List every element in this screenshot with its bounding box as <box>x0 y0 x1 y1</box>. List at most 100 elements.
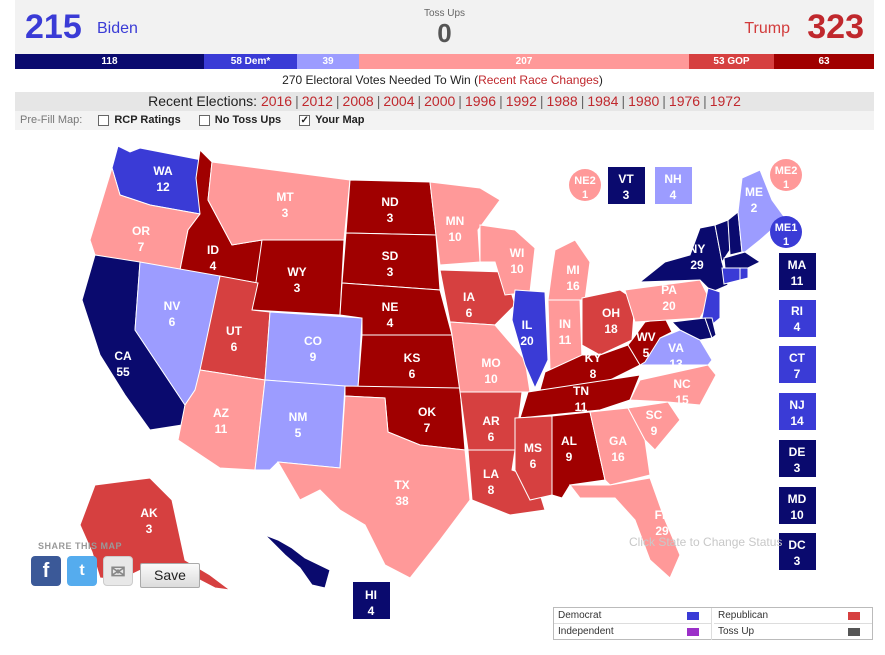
state-de-shape[interactable] <box>704 317 717 339</box>
ev-fl: 29 <box>655 524 669 538</box>
prefill-label: Pre-Fill Map: <box>20 114 83 126</box>
box-vt[interactable] <box>608 167 645 204</box>
state-nm[interactable] <box>254 379 346 471</box>
option-rcp-ratings[interactable]: RCP Ratings <box>98 111 181 130</box>
box-nj[interactable] <box>779 393 816 430</box>
state-nc[interactable] <box>629 364 717 406</box>
state-ma[interactable] <box>723 251 761 269</box>
election-2000[interactable]: 2000 <box>424 93 456 109</box>
toss-ups-count: 0 <box>437 18 452 48</box>
ev-nv: 6 <box>169 315 176 329</box>
state-ct[interactable] <box>721 267 741 285</box>
label-mo: MO <box>481 356 500 370</box>
votes-needed-text: 270 Electoral Votes Needed To Win ( <box>282 73 479 87</box>
toss-ups-label: Toss Ups <box>423 8 466 19</box>
ev-ne: 4 <box>387 316 394 330</box>
election-1988[interactable]: 1988 <box>546 93 578 109</box>
label-in: IN <box>559 317 571 331</box>
label-nd: ND <box>381 195 399 209</box>
election-1996[interactable]: 1996 <box>464 93 497 109</box>
rcp-ratings-label: RCP Ratings <box>114 114 181 126</box>
email-icon[interactable]: ✉ <box>103 556 133 586</box>
biden-name: Biden <box>97 20 138 37</box>
election-2004[interactable]: 2004 <box>383 93 415 109</box>
election-1980[interactable]: 1980 <box>628 93 660 109</box>
circle-ne2[interactable] <box>569 169 601 201</box>
election-1984[interactable]: 1984 <box>587 93 619 109</box>
ev-mo: 10 <box>484 372 498 386</box>
box-ma[interactable] <box>779 253 816 290</box>
state-ms[interactable] <box>514 415 553 501</box>
save-button[interactable]: Save <box>140 563 200 588</box>
state-fl[interactable] <box>568 477 681 579</box>
state-hi[interactable] <box>264 534 331 589</box>
legend-republican-label: Republican <box>718 610 769 621</box>
option-your-map[interactable]: ✓ Your Map <box>299 111 364 130</box>
election-2012[interactable]: 2012 <box>301 93 333 109</box>
no-toss-ups-label: No Toss Ups <box>214 114 282 126</box>
ev-mi: 16 <box>566 279 580 293</box>
election-2016[interactable]: 2016 <box>260 93 293 109</box>
state-ia[interactable] <box>439 269 516 326</box>
box-dc[interactable] <box>779 533 816 570</box>
your-map-checkbox[interactable]: ✓ <box>299 115 311 126</box>
state-il[interactable] <box>511 289 549 390</box>
label-sc: SC <box>646 408 663 422</box>
state-mn[interactable] <box>429 181 501 266</box>
state-sc[interactable] <box>627 401 681 451</box>
label-ms: MS <box>524 441 542 455</box>
state-tn[interactable] <box>519 374 641 419</box>
box-ct[interactable] <box>779 346 816 383</box>
ev-mn: 10 <box>448 230 462 244</box>
label-nm: NM <box>289 410 308 424</box>
label-nv: NV <box>164 299 181 313</box>
ev-nd: 3 <box>387 211 394 225</box>
ev-ut: 6 <box>231 340 238 354</box>
rcp-ratings-checkbox[interactable] <box>98 115 110 126</box>
box-de[interactable] <box>779 440 816 477</box>
election-1992[interactable]: 1992 <box>505 93 537 109</box>
ev-nm: 5 <box>295 426 302 440</box>
label-me: ME <box>745 185 763 199</box>
label-ok: OK <box>418 405 436 419</box>
bar-likely-dem: 58 Dem* <box>204 54 297 69</box>
box-hi[interactable] <box>353 582 390 619</box>
ev-co: 9 <box>310 350 317 364</box>
label-md: MD <box>788 492 807 506</box>
facebook-icon[interactable]: f <box>31 556 61 586</box>
label-il: IL <box>522 318 533 332</box>
ev-ma: 11 <box>791 274 804 288</box>
no-toss-ups-checkbox[interactable] <box>198 115 210 126</box>
ev-hi: 4 <box>368 604 375 618</box>
legend-republican: Republican <box>714 608 872 624</box>
label-ky: KY <box>585 351 602 365</box>
election-2008[interactable]: 2008 <box>342 93 374 109</box>
state-ri[interactable] <box>739 267 749 281</box>
ev-al: 9 <box>566 450 573 464</box>
ev-ia: 6 <box>466 306 473 320</box>
twitter-icon[interactable]: t <box>67 556 97 586</box>
ev-de: 3 <box>794 461 801 475</box>
option-no-toss-ups[interactable]: No Toss Ups <box>198 111 282 130</box>
click-state-hint: Click State to Change Status <box>629 535 783 549</box>
label-oh: OH <box>602 306 620 320</box>
votes-needed-close: ) <box>598 73 603 87</box>
votes-needed-line: 270 Electoral Votes Needed To Win (Recen… <box>0 73 885 87</box>
ev-md: 10 <box>790 508 804 522</box>
bar-solid-dem: 118 <box>15 54 204 69</box>
state-md[interactable] <box>670 317 713 341</box>
box-ri[interactable] <box>779 300 816 337</box>
recent-race-changes-link[interactable]: Recent Race Changes <box>478 73 599 87</box>
circle-me2[interactable] <box>770 159 802 191</box>
circle-me1[interactable] <box>770 216 802 248</box>
box-md[interactable] <box>779 487 816 524</box>
ev-or: 7 <box>138 240 145 254</box>
box-nh[interactable] <box>655 167 692 204</box>
ev-dc: 3 <box>794 554 801 568</box>
ev-az: 11 <box>215 422 228 436</box>
ev-wv: 5 <box>643 346 650 360</box>
ev-ar: 6 <box>488 430 495 444</box>
election-1976[interactable]: 1976 <box>668 93 701 109</box>
state-tx[interactable] <box>277 395 471 579</box>
election-1972[interactable]: 1972 <box>709 93 741 109</box>
